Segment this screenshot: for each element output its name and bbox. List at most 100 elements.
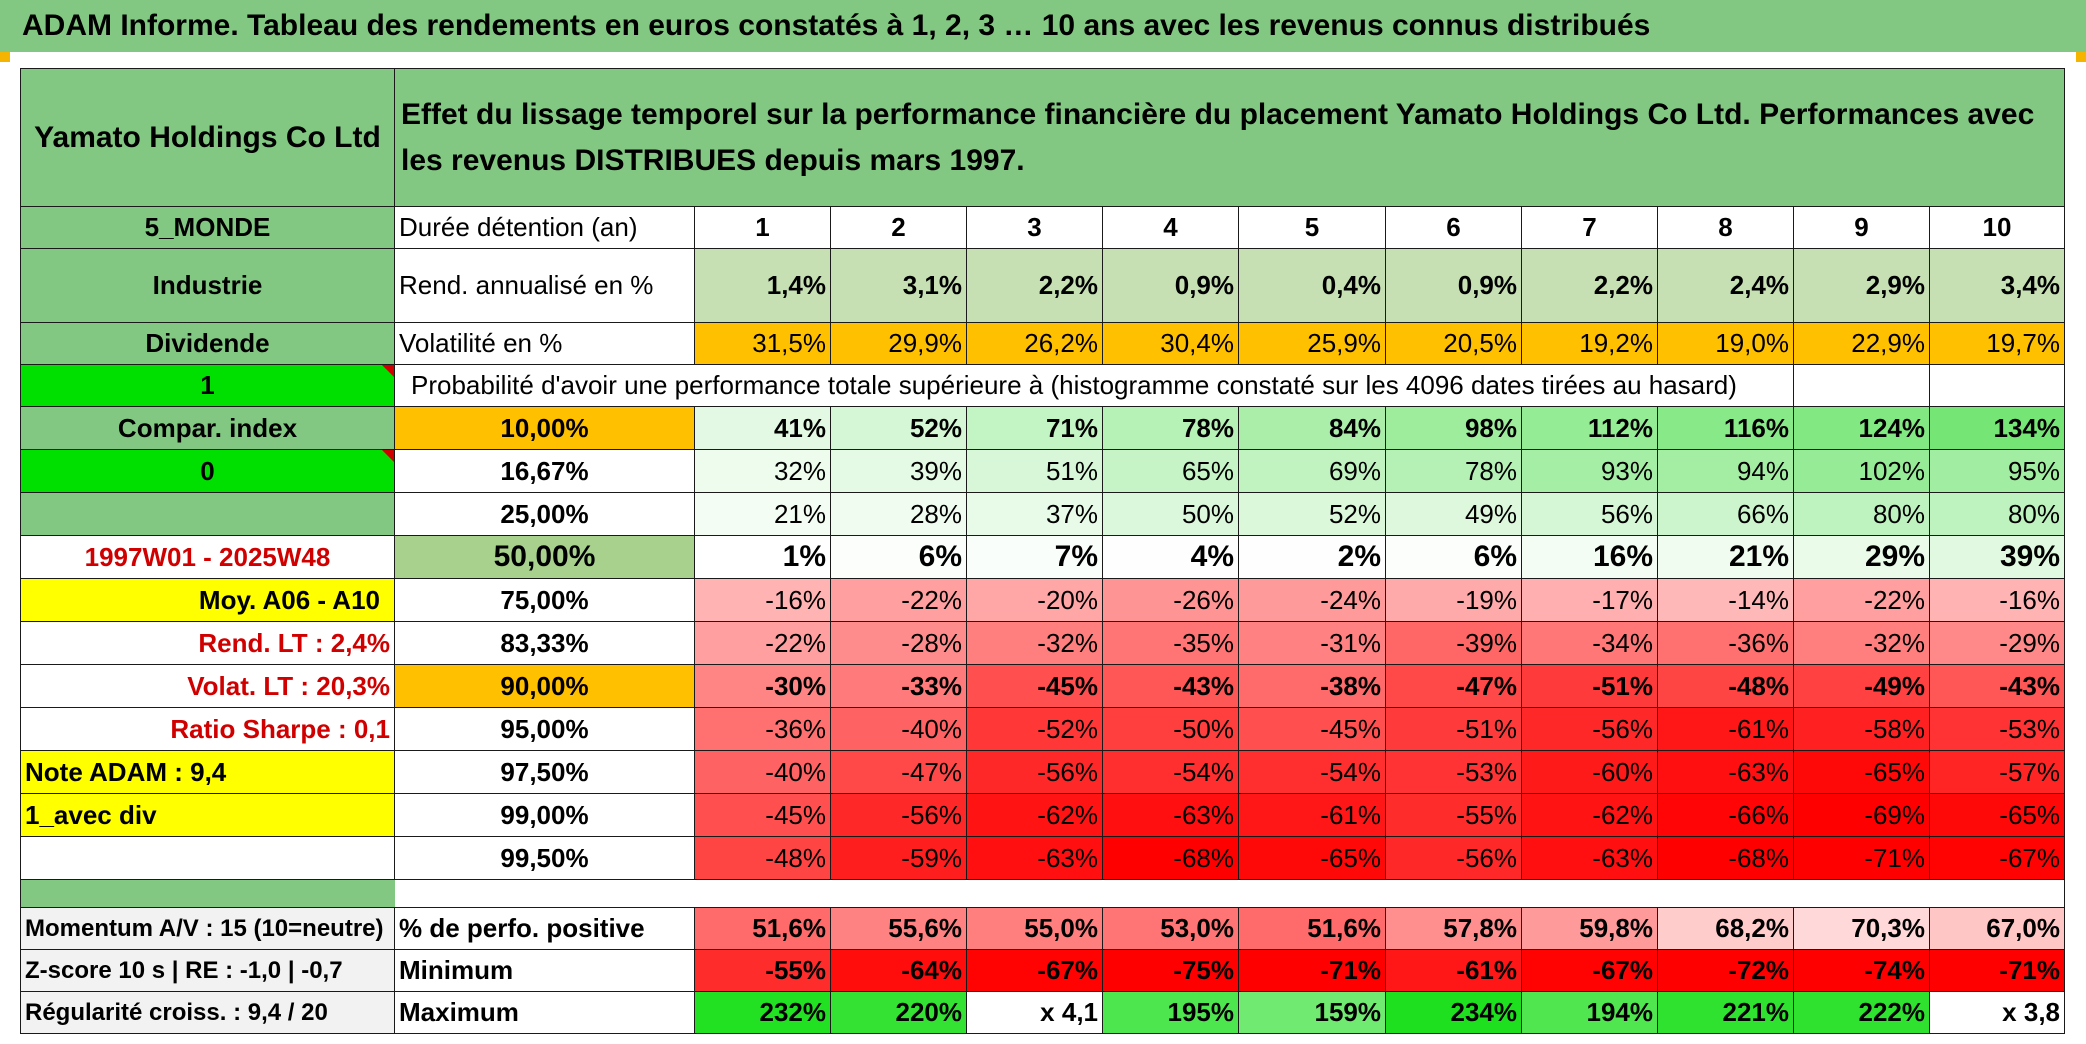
probability-value: -30% (694, 664, 831, 708)
volat-value: 30,4% (1102, 322, 1239, 365)
year-9: 9 (1793, 206, 1930, 249)
minimum-value: -64% (830, 949, 967, 992)
probability-value: 21% (694, 492, 831, 536)
probability-value: -20% (966, 578, 1103, 622)
maximum-value: 220% (830, 991, 967, 1034)
probability-value: -45% (1238, 707, 1386, 751)
probability-value: 4% (1102, 535, 1239, 579)
threshold-pct: 75,00% (394, 578, 695, 622)
probability-value: 80% (1929, 492, 2065, 536)
probability-value: 65% (1102, 449, 1239, 493)
volat-value: 25,9% (1238, 322, 1386, 365)
probability-value: -49% (1793, 664, 1930, 708)
probability-value: 56% (1521, 492, 1658, 536)
probability-value: 6% (830, 535, 967, 579)
rend-value: 2,2% (1521, 248, 1658, 323)
probability-value: -22% (1793, 578, 1930, 622)
maximum-value: x 4,1 (966, 991, 1103, 1034)
year-8: 8 (1657, 206, 1794, 249)
positive-perf-value: 70,3% (1793, 907, 1930, 950)
minimum-value: -74% (1793, 949, 1930, 992)
probability-value: 28% (830, 492, 967, 536)
probability-value: 7% (966, 535, 1103, 579)
volat-value: 26,2% (966, 322, 1103, 365)
proba-label: Probabilité d'avoir une performance tota… (394, 364, 1794, 407)
probability-value: -63% (1102, 793, 1239, 837)
rend-value: 2,2% (966, 248, 1103, 323)
probability-value: -56% (1385, 836, 1522, 880)
duree-label: Durée détention (an) (394, 206, 695, 249)
probability-value: -22% (694, 621, 831, 665)
maximum-value: 232% (694, 991, 831, 1034)
positive-perf-value: 51,6% (694, 907, 831, 950)
probability-value: 116% (1657, 406, 1794, 450)
moy-label: Moy. A06 - A10 (20, 578, 395, 622)
probability-value: -51% (1521, 664, 1658, 708)
probability-value: -36% (694, 707, 831, 751)
probability-value: -36% (1657, 621, 1794, 665)
probability-value: 52% (1238, 492, 1386, 536)
probability-value: -61% (1657, 707, 1794, 751)
probability-value: -54% (1238, 750, 1386, 794)
rend-value: 3,1% (830, 248, 967, 323)
year-7: 7 (1521, 206, 1658, 249)
minimum-value: -71% (1238, 949, 1386, 992)
probability-value: -57% (1929, 750, 2065, 794)
maximum-value: 222% (1793, 991, 1930, 1034)
year-5: 5 (1238, 206, 1386, 249)
probability-value: 52% (830, 406, 967, 450)
threshold-pct: 99,50% (394, 836, 695, 880)
volat-lt-label: Volat. LT : 20,3% (20, 664, 395, 708)
probability-value: 95% (1929, 449, 2065, 493)
table-header-text: Effet du lissage temporel sur la perform… (394, 68, 2065, 207)
probability-value: -52% (966, 707, 1103, 751)
period-label: 1997W01 - 2025W48 (20, 535, 395, 579)
probability-value: -63% (1521, 836, 1658, 880)
zscore-label: Z-score 10 s | RE : -1,0 | -0,7 (20, 949, 395, 992)
probability-value: -40% (830, 707, 967, 751)
positive-perf-value: 68,2% (1657, 907, 1794, 950)
probability-value: -33% (830, 664, 967, 708)
threshold-pct: 90,00% (394, 664, 695, 708)
spacer-cell (394, 879, 2065, 908)
threshold-pct: 99,00% (394, 793, 695, 837)
probability-value: 98% (1385, 406, 1522, 450)
probability-value: -32% (966, 621, 1103, 665)
year-6: 6 (1385, 206, 1522, 249)
volat-label: Volatilité en % (394, 322, 695, 365)
option-input-1[interactable]: 1 (20, 364, 395, 407)
rend-label: Rend. annualisé en % (394, 248, 695, 323)
maximum-value: 221% (1657, 991, 1794, 1034)
probability-value: 29% (1793, 535, 1930, 579)
probability-value: -47% (830, 750, 967, 794)
maximum-value: 159% (1238, 991, 1386, 1034)
maximum-value: 234% (1385, 991, 1522, 1034)
empty-green-cell (20, 492, 395, 536)
rend-value: 2,4% (1657, 248, 1794, 323)
minimum-label: Minimum (394, 949, 695, 992)
threshold-pct: 95,00% (394, 707, 695, 751)
probability-value: 51% (966, 449, 1103, 493)
dividend-label: Dividende (20, 322, 395, 365)
probability-value: -48% (694, 836, 831, 880)
threshold-pct: 25,00% (394, 492, 695, 536)
volat-value: 22,9% (1793, 322, 1930, 365)
probability-value: -63% (1657, 750, 1794, 794)
probability-value: -16% (694, 578, 831, 622)
probability-value: -38% (1238, 664, 1386, 708)
probability-value: 134% (1929, 406, 2065, 450)
probability-value: -62% (1521, 793, 1658, 837)
probability-value: -65% (1929, 793, 2065, 837)
probability-value: -60% (1521, 750, 1658, 794)
maximum-value: 194% (1521, 991, 1658, 1034)
probability-value: 49% (1385, 492, 1522, 536)
sector-label: Industrie (20, 248, 395, 323)
option-input-0[interactable]: 0 (20, 449, 395, 493)
probability-value: -68% (1102, 836, 1239, 880)
probability-value: -22% (830, 578, 967, 622)
spacer-green (20, 879, 395, 908)
positive-perf-value: 51,6% (1238, 907, 1386, 950)
probability-value: -48% (1657, 664, 1794, 708)
probability-value: 93% (1521, 449, 1658, 493)
